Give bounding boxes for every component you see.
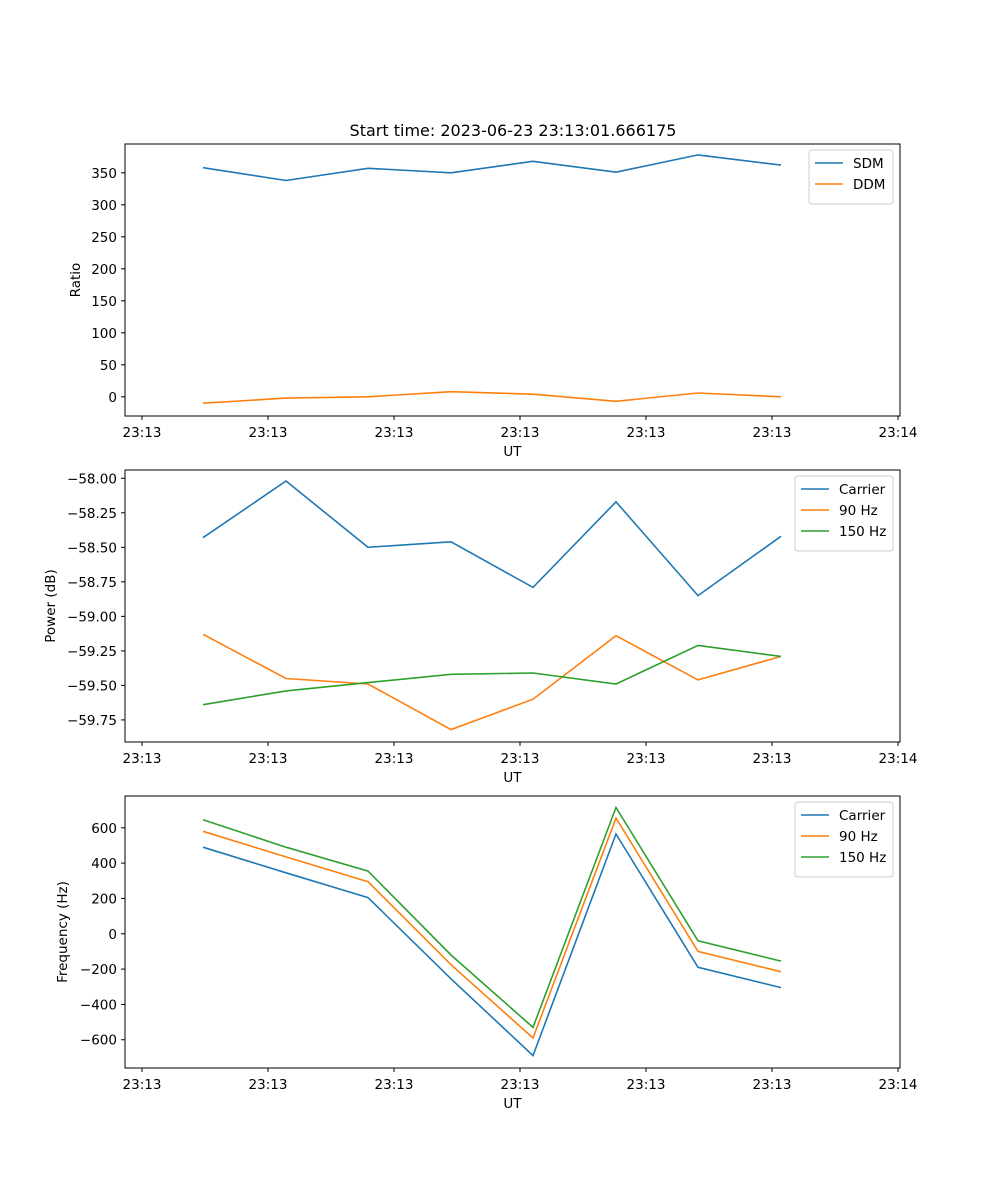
y-tick-label: −59.00 (67, 609, 117, 625)
y-tick-label: 300 (91, 198, 117, 214)
y-tick-label: −400 (80, 997, 117, 1013)
series-line-150-hz (202, 644, 782, 706)
axes-frame (124, 795, 901, 1069)
x-tick-label: 23:13 (753, 1077, 792, 1093)
legend-box (794, 475, 894, 552)
y-tick-label: 200 (91, 262, 117, 278)
legend: Carrier 90 Hz 150 Hz (794, 801, 894, 878)
x-tick-label: 23:13 (249, 425, 288, 441)
x-axis-label: UT (503, 1096, 522, 1112)
legend-label: 150 Hz (839, 524, 886, 540)
x-tick-label: 23:13 (249, 1077, 288, 1093)
y-tick-label: −59.50 (67, 678, 117, 694)
y-tick-label: −59.75 (67, 713, 117, 729)
x-tick-label: 23:13 (627, 1077, 666, 1093)
series-line-90-hz (202, 633, 782, 731)
legend-label: Carrier (839, 482, 886, 498)
legend-label: 150 Hz (839, 850, 886, 866)
x-tick-label: 23:13 (753, 425, 792, 441)
y-axis-label: Ratio (68, 263, 84, 298)
x-tick-label: 23:14 (879, 425, 918, 441)
axes-frame (124, 469, 901, 743)
y-axis-label: Power (dB) (43, 569, 59, 642)
x-tick-label: 23:13 (123, 425, 162, 441)
y-tick-label: 400 (91, 856, 117, 872)
y-tick-label: −58.25 (67, 506, 117, 522)
subplot-2: −58.00 −58.25 −58.50 −58.75 −59.00 −59.25 −59.… (43, 469, 918, 786)
x-tick-label: 23:13 (627, 425, 666, 441)
x-tick-label: 23:13 (375, 425, 414, 441)
x-tick-label: 23:13 (501, 1077, 540, 1093)
y-tick-label: −59.25 (67, 644, 117, 660)
x-tick-label: 23:13 (123, 751, 162, 767)
x-tick-label: 23:13 (501, 425, 540, 441)
y-tick-label: −58.00 (67, 471, 117, 487)
legend-label: Carrier (839, 808, 886, 824)
y-tick-label: −58.50 (67, 540, 117, 556)
y-tick-label: −200 (80, 962, 117, 978)
x-tick-label: 23:14 (879, 751, 918, 767)
axes-frame (124, 143, 901, 417)
x-axis-label: UT (503, 770, 522, 786)
subplot-1: 0 50 100 150 200 250 300 350 23:13 23:13 23:13 23:1… (68, 143, 918, 460)
legend-box (794, 801, 894, 878)
series-line-carrier (202, 832, 782, 1058)
figure-title: Start time: 2023-06-23 23:13:01.666175 (350, 121, 677, 140)
legend-label: DDM (853, 177, 885, 193)
y-tick-label: 150 (91, 294, 117, 310)
x-tick-label: 23:13 (627, 751, 666, 767)
series-line-90-hz (202, 816, 782, 1040)
x-tick-label: 23:13 (753, 751, 792, 767)
x-tick-label: 23:13 (123, 1077, 162, 1093)
x-tick-label: 23:13 (375, 751, 414, 767)
y-tick-label: 350 (91, 166, 117, 182)
x-axis-label: UT (503, 444, 522, 460)
y-axis-label: Frequency (Hz) (55, 881, 71, 983)
y-tick-label: −58.75 (67, 575, 117, 591)
legend-label: 90 Hz (839, 829, 878, 845)
series-line-carrier (202, 480, 782, 597)
y-tick-label: 50 (100, 358, 117, 374)
legend-label: 90 Hz (839, 503, 878, 519)
y-tick-label: 600 (91, 821, 117, 837)
x-tick-label: 23:13 (501, 751, 540, 767)
subplot-3: 600 400 200 0 −200 −400 −600 23:13 23:13 23:13 23:… (55, 795, 918, 1112)
series-line-sdm (202, 154, 782, 182)
legend-label: SDM (853, 156, 884, 172)
legend: SDM DDM (808, 149, 894, 205)
legend: Carrier 90 Hz 150 Hz (794, 475, 894, 552)
y-tick-label: −600 (80, 1033, 117, 1049)
series-line-150-hz (202, 805, 782, 1029)
y-tick-label: 250 (91, 230, 117, 246)
y-tick-label: 200 (91, 891, 117, 907)
series-line-ddm (202, 390, 782, 404)
x-tick-label: 23:13 (375, 1077, 414, 1093)
y-tick-label: 0 (108, 390, 117, 406)
y-tick-label: 100 (91, 326, 117, 342)
x-tick-label: 23:14 (879, 1077, 918, 1093)
x-tick-label: 23:13 (249, 751, 288, 767)
y-tick-label: 0 (108, 927, 117, 943)
